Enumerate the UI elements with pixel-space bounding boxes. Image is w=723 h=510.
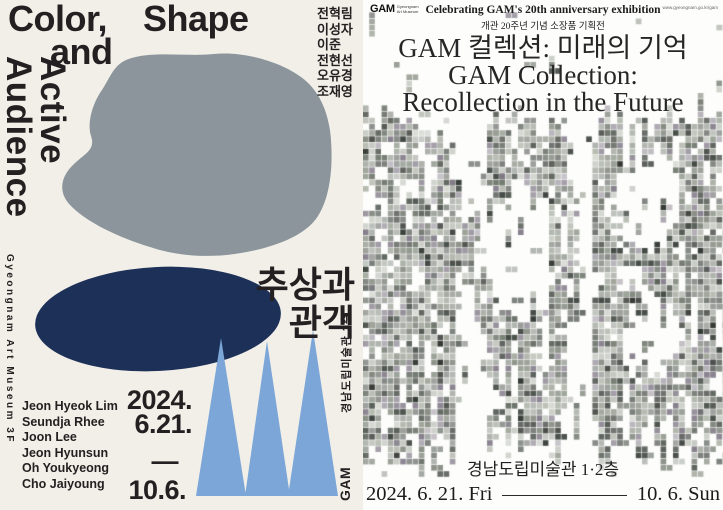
- date-year: 2024.: [126, 385, 193, 415]
- artist-name-korean: 이성자: [317, 21, 353, 37]
- title-english-line2: Recollection in the Future: [402, 87, 684, 117]
- subtitle-korean-line2: 관객: [288, 302, 355, 343]
- exhibition-header: Celebrating GAM's 20th anniversary exhib…: [363, 0, 723, 32]
- date-dash: —: [151, 446, 179, 476]
- date-end-label: 10. 6. Sun: [636, 483, 720, 505]
- poster-title: Color, Shape and: [8, 0, 249, 72]
- artist-list-korean: 전혁림 이성자 이준 전현선 오유경 조재영: [317, 6, 353, 99]
- date-start-label: 2024. 6. 21. Fri: [366, 483, 493, 505]
- venue-vertical-korean: 경남도립미술관 3층: [341, 312, 353, 413]
- gam-logo: GAM Gyeongnam Art Museum: [370, 3, 419, 15]
- header-english: Celebrating GAM's 20th anniversary exhib…: [425, 4, 661, 16]
- abstract-shapes-graphic: [35, 53, 338, 496]
- website-url: www.gyeongnam.go.kr/gam: [662, 5, 718, 10]
- artist-name-english: Seundja Rhee: [22, 414, 105, 429]
- header-korean: 개관 20주년 기념 소장품 기획전: [481, 22, 605, 32]
- right-poster-content: GAM Gyeongnam Art Museum www.gyeongnam.g…: [363, 0, 723, 116]
- subtitle-korean-line1: 추상과: [255, 264, 355, 305]
- blue-triangle-2: [245, 341, 290, 496]
- artist-name-english: Jeon Hyunsun: [22, 445, 109, 460]
- artist-name-english: Jeon Hyeok Lim: [22, 399, 118, 413]
- title-english-line1: GAM Collection:: [448, 60, 638, 90]
- date-start: 6.21.: [134, 409, 192, 439]
- gam-logo-subtext-line2: Art Museum: [396, 8, 419, 14]
- artist-name-korean: 전현선: [317, 52, 353, 68]
- gam-logo-text: GAM: [370, 3, 395, 15]
- left-exhibition-poster: Color, Shape and Audience Active 전혁림 이성자 이…: [0, 0, 363, 510]
- gray-blob-shape: [62, 53, 332, 256]
- artist-name-english: Joon Lee: [22, 430, 77, 445]
- venue-vertical-english: Gyeongnam Art Museum 3F: [4, 254, 15, 444]
- gam-vertical-label: GAM: [337, 466, 353, 501]
- artist-name-korean: 오유경: [317, 68, 353, 83]
- subtitle-korean: 추상과 관객: [256, 266, 355, 342]
- blue-triangle-1: [196, 338, 246, 496]
- artist-list-english: Jeon Hyeok Lim Seundja Rhee Joon Lee Jeon H…: [22, 399, 118, 493]
- exhibition-dates: 2024. 6. 21. Fri 10. 6. Sun: [363, 483, 723, 510]
- artist-name-korean: 조재영: [317, 83, 353, 99]
- right-poster-footer: 경남도립미술관 1·2층 2024. 6. 21. Fri 10. 6. Sun: [363, 455, 723, 510]
- artist-name-english: Cho Jaiyoung: [22, 476, 105, 491]
- title-word-and: and: [50, 31, 113, 72]
- gam-logo-subtext: Gyeongnam Art Museum: [396, 4, 419, 14]
- artist-name-english: Oh Youkyeong: [22, 461, 110, 476]
- exhibition-title: GAM 컬렉션: 미래의 기억 GAM Collection: Recollec…: [363, 35, 723, 116]
- pixelated-artwork: [363, 0, 723, 510]
- navy-ellipse-shape: [35, 266, 281, 372]
- vertical-title-active: Active: [33, 56, 72, 165]
- date-range-rule: [502, 494, 627, 497]
- title-korean: GAM 컬렉션: 미래의 기억: [398, 33, 688, 63]
- artist-name-korean: 이준: [317, 37, 341, 52]
- title-word-color: Color,: [8, 0, 108, 39]
- venue-label: 경남도립미술관 1·2층: [466, 460, 620, 479]
- artist-name-korean: 전혁림: [317, 6, 353, 21]
- right-exhibition-poster: GAM Gyeongnam Art Museum www.gyeongnam.g…: [363, 0, 723, 510]
- blue-triangle-3: [288, 330, 338, 496]
- gam-logo-subtext-line1: Gyeongnam: [396, 4, 419, 9]
- date-end: 10.6.: [128, 475, 186, 505]
- title-word-shape: Shape: [143, 0, 249, 39]
